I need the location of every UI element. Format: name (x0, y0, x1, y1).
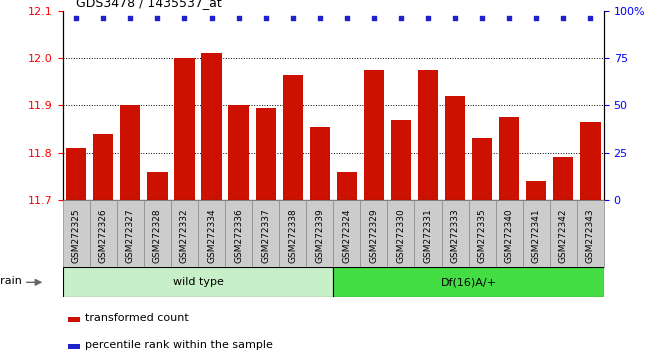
Bar (414, 200, 442, 267)
Bar (120, 105, 141, 200)
Bar (499, 117, 519, 200)
Point (531, 15, 541, 21)
Point (179, 15, 190, 21)
Bar (225, 200, 252, 267)
Point (477, 15, 487, 21)
Bar (333, 267, 604, 297)
Bar (310, 127, 330, 200)
Bar (577, 200, 604, 267)
Bar (580, 122, 601, 200)
Text: GSM272329: GSM272329 (370, 208, 378, 263)
Point (152, 15, 162, 21)
Text: GSM272338: GSM272338 (288, 208, 297, 263)
Text: GSM272332: GSM272332 (180, 208, 189, 263)
Bar (68, 318, 80, 322)
Bar (93, 134, 114, 200)
Bar (255, 108, 276, 200)
Text: Df(16)A/+: Df(16)A/+ (441, 277, 496, 287)
Point (504, 15, 515, 21)
Text: wild type: wild type (172, 277, 224, 287)
Point (395, 15, 406, 21)
Point (422, 15, 433, 21)
Text: GSM272328: GSM272328 (153, 208, 162, 263)
Bar (364, 70, 384, 200)
Bar (201, 53, 222, 200)
Bar (117, 200, 144, 267)
Bar (333, 200, 360, 267)
Text: GSM272330: GSM272330 (397, 208, 405, 263)
Text: GSM272334: GSM272334 (207, 208, 216, 263)
Text: GSM272340: GSM272340 (505, 208, 513, 263)
Point (314, 15, 325, 21)
Point (287, 15, 298, 21)
Text: GSM272343: GSM272343 (586, 208, 595, 263)
Bar (68, 344, 80, 349)
Bar (550, 200, 577, 267)
Point (234, 15, 244, 21)
Bar (147, 172, 168, 200)
Text: GSM272327: GSM272327 (126, 208, 135, 263)
Bar (198, 200, 225, 267)
Point (206, 15, 216, 21)
Point (342, 15, 352, 21)
Point (71, 15, 82, 21)
Bar (228, 105, 249, 200)
Bar (282, 75, 303, 200)
Bar (63, 200, 90, 267)
Text: GSM272341: GSM272341 (532, 208, 541, 263)
Bar (144, 200, 171, 267)
Bar (418, 70, 438, 200)
Text: GSM272324: GSM272324 (343, 208, 351, 263)
Bar (306, 200, 333, 267)
Bar (553, 158, 574, 200)
Point (585, 15, 595, 21)
Bar (66, 148, 86, 200)
Text: GSM272336: GSM272336 (234, 208, 243, 263)
Bar (469, 200, 496, 267)
Text: GSM272325: GSM272325 (72, 208, 81, 263)
Bar (337, 172, 357, 200)
Text: GSM272339: GSM272339 (315, 208, 324, 263)
Point (558, 15, 568, 21)
Text: GSM272337: GSM272337 (261, 208, 270, 263)
Text: GSM272333: GSM272333 (451, 208, 459, 263)
Point (125, 15, 136, 21)
Bar (442, 200, 469, 267)
Text: GSM272326: GSM272326 (99, 208, 108, 263)
Text: strain: strain (0, 276, 22, 286)
Text: transformed count: transformed count (85, 313, 189, 323)
Bar (360, 200, 387, 267)
Bar (90, 200, 117, 267)
Bar (252, 200, 279, 267)
Bar (63, 267, 333, 297)
Bar (171, 200, 198, 267)
Bar (523, 200, 550, 267)
Bar (445, 96, 465, 200)
Text: percentile rank within the sample: percentile rank within the sample (85, 340, 273, 350)
Point (368, 15, 379, 21)
Text: GSM272335: GSM272335 (478, 208, 486, 263)
Text: GDS3478 / 1435537_at: GDS3478 / 1435537_at (76, 0, 222, 9)
Bar (279, 200, 306, 267)
Bar (472, 138, 492, 200)
Point (260, 15, 271, 21)
Bar (496, 200, 523, 267)
Bar (174, 58, 195, 200)
Point (98, 15, 108, 21)
Bar (387, 200, 414, 267)
Point (450, 15, 461, 21)
Bar (526, 181, 546, 200)
Bar (391, 120, 411, 200)
Text: GSM272331: GSM272331 (424, 208, 432, 263)
Text: GSM272342: GSM272342 (559, 208, 568, 263)
